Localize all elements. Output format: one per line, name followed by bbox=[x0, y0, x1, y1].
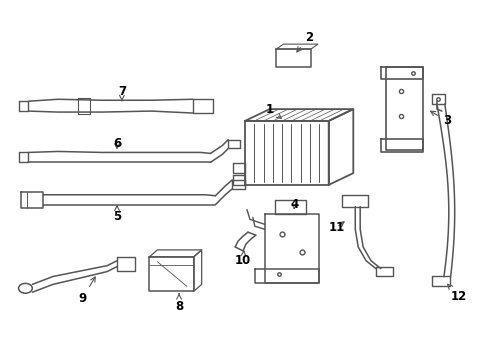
Text: 11: 11 bbox=[328, 221, 344, 234]
Text: 5: 5 bbox=[113, 206, 121, 223]
Text: 9: 9 bbox=[78, 277, 95, 305]
Text: 7: 7 bbox=[118, 85, 126, 101]
Text: 2: 2 bbox=[296, 31, 312, 52]
Text: 8: 8 bbox=[175, 294, 183, 312]
Text: 12: 12 bbox=[447, 284, 466, 303]
Text: 3: 3 bbox=[430, 111, 450, 127]
Text: 10: 10 bbox=[234, 251, 251, 267]
Text: 1: 1 bbox=[265, 103, 281, 118]
Text: 6: 6 bbox=[113, 137, 121, 150]
Text: 4: 4 bbox=[289, 198, 298, 211]
